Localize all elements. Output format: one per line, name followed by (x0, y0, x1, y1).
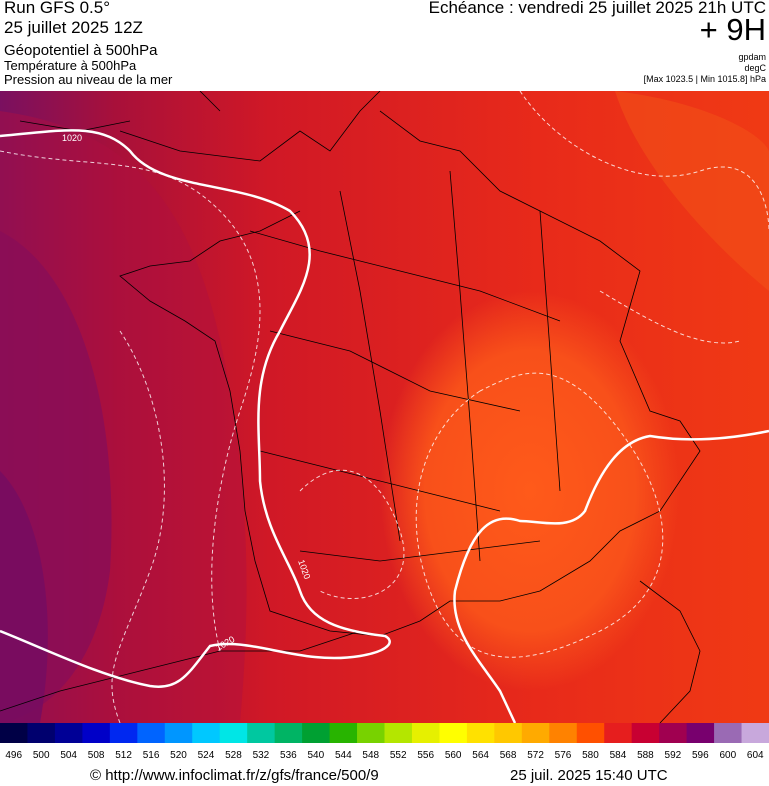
scale-label: 544 (335, 750, 352, 761)
field: Température à 500hPa (4, 58, 137, 73)
scale-swatch (302, 723, 331, 743)
scale-swatch (357, 723, 385, 743)
scale-label: 516 (143, 750, 160, 761)
isobars (0, 129, 769, 723)
scale-swatch (439, 723, 468, 743)
scale-label: 508 (88, 750, 105, 761)
field: Géopotentiel à 500hPa (4, 42, 158, 59)
scale-label: 524 (198, 750, 215, 761)
scale-label: 568 (500, 750, 517, 761)
isobar-label: 1020 (62, 133, 82, 143)
source: © http://www.infoclimat.fr/z/gfs/france/… (90, 767, 379, 784)
scale-swatch (82, 723, 111, 743)
scale-swatch (604, 723, 633, 743)
offset: + 9H (699, 12, 766, 47)
map: 1020 1020 1020 (0, 91, 769, 723)
scale-label: 496 (5, 750, 22, 761)
scale-swatch (137, 723, 166, 743)
scale-label: 500 (33, 750, 50, 761)
scale-swatch (274, 723, 303, 743)
scale-swatch (192, 723, 221, 743)
scale-swatch (576, 723, 605, 743)
pressure-range: [Max 1023.5 | Min 1015.8] hPa (643, 74, 766, 84)
scale-swatch (54, 723, 83, 743)
scale-label: 540 (307, 750, 324, 761)
unit: gpdam (738, 52, 766, 62)
scale-swatch (549, 723, 578, 743)
scale-swatch (659, 723, 688, 743)
scale-swatch (247, 723, 276, 743)
scale-label: 520 (170, 750, 187, 761)
scale-label: 584 (610, 750, 627, 761)
scale-label: 552 (390, 750, 407, 761)
field: Pression au niveau de la mer (4, 72, 173, 87)
scale-label: 504 (60, 750, 77, 761)
scale-swatch (466, 723, 495, 743)
warm-area (380, 291, 680, 691)
scale-swatch (219, 723, 248, 743)
color-scale: 496 500 504 508 512 516 520 524 528 532 536 540 544 5… (0, 723, 769, 761)
warm-area (615, 91, 769, 291)
scale-label: 600 (719, 750, 736, 761)
unit: degC (744, 63, 766, 73)
scale-label: 560 (445, 750, 462, 761)
scale-swatch (741, 723, 769, 743)
scale-swatch (494, 723, 523, 743)
scale-label: 536 (280, 750, 297, 761)
scale-label: 528 (225, 750, 242, 761)
cool-area (0, 111, 247, 723)
run-date: 25 juillet 2025 12Z (4, 18, 143, 37)
scale-swatch (109, 723, 138, 743)
temperature-contours (0, 91, 769, 723)
scale-swatch (714, 723, 743, 743)
scale-swatch (686, 723, 715, 743)
scale-swatch (329, 723, 358, 743)
timestamp: 25 juil. 2025 15:40 UTC (510, 767, 668, 784)
scale-label: 564 (472, 750, 489, 761)
scale-label: 572 (527, 750, 544, 761)
scale-label: 532 (253, 750, 270, 761)
scale-swatch (384, 723, 413, 743)
scale-swatch (164, 723, 193, 743)
run: Run GFS 0.5° (4, 0, 111, 17)
scale-label: 580 (582, 750, 599, 761)
scale-swatch (631, 723, 660, 743)
cold-core (0, 471, 48, 723)
scale-label: 596 (692, 750, 709, 761)
scale-label: 588 (637, 750, 654, 761)
scale-swatch (27, 723, 56, 743)
scale-label: 512 (115, 750, 132, 761)
scale-swatch (521, 723, 550, 743)
scale-label: 556 (417, 750, 434, 761)
echeance: Echéance : vendredi 25 juillet 2025 21h … (428, 0, 766, 17)
scale-swatch (411, 723, 440, 743)
scale-swatch (0, 723, 28, 743)
scale-label: 548 (362, 750, 379, 761)
scale-label: 576 (555, 750, 572, 761)
scale-label: 604 (747, 750, 764, 761)
scale-label: 592 (665, 750, 682, 761)
